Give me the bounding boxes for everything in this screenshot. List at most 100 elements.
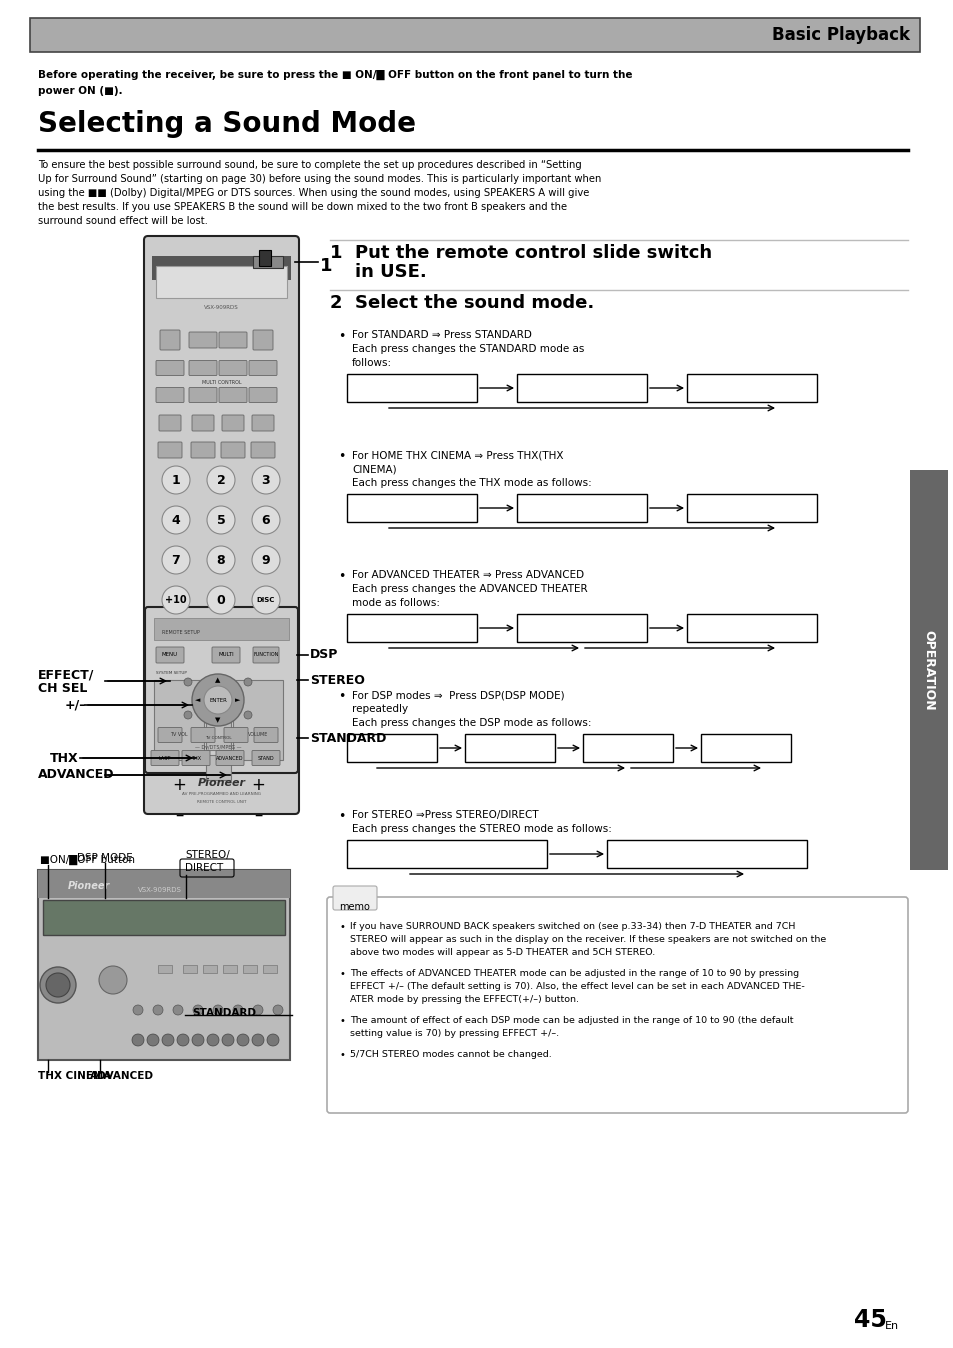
Circle shape [184,710,192,718]
Text: 1  Put the remote control slide switch: 1 Put the remote control slide switch [330,244,711,262]
Bar [686,493,816,522]
Circle shape [233,1006,243,1015]
Text: mode as follows:: mode as follows: [352,599,439,608]
Text: 8: 8 [216,554,225,566]
Text: Each press changes the ADVANCED THEATER: Each press changes the ADVANCED THEATER [352,584,587,594]
Circle shape [192,1034,204,1046]
FancyBboxPatch shape [253,728,277,743]
Text: Selecting a Sound Mode: Selecting a Sound Mode [38,111,416,137]
Bar [606,840,806,868]
Text: Each press changes the STEREO mode as follows:: Each press changes the STEREO mode as fo… [352,824,611,834]
FancyBboxPatch shape [249,360,276,376]
Bar [464,735,555,762]
Text: SYSTEM SETUP: SYSTEM SETUP [156,671,187,675]
Bar [43,900,285,936]
Circle shape [207,506,234,534]
Text: ADVANCED: ADVANCED [90,1072,153,1081]
Text: •: • [338,330,345,342]
Text: VOLUME: VOLUME [248,732,268,737]
Bar [686,373,816,402]
Bar [582,735,672,762]
Bar [909,470,947,869]
Text: 0: 0 [216,593,225,607]
Text: •: • [339,1050,346,1060]
Text: REMOTE SETUP: REMOTE SETUP [162,630,199,635]
Text: 7: 7 [172,554,180,566]
Text: DSP: DSP [310,648,338,662]
Text: STANDARD: STANDARD [310,732,386,744]
Text: MULTI: MULTI [218,652,233,658]
Text: 9: 9 [261,554,270,566]
Text: LAST: LAST [158,755,171,760]
Text: 3: 3 [261,473,270,487]
Circle shape [267,1034,278,1046]
Text: CH SEL: CH SEL [38,682,88,694]
Text: The amount of effect of each DSP mode can be adjusted in the range of 10 to 90 (: The amount of effect of each DSP mode ca… [350,1016,793,1024]
Circle shape [40,967,76,1003]
Circle shape [192,674,244,727]
FancyBboxPatch shape [333,886,376,910]
Circle shape [46,973,70,998]
Text: STEREO will appear as such in the display on the receiver. If these speakers are: STEREO will appear as such in the displa… [350,936,825,944]
Bar [206,714,231,749]
FancyBboxPatch shape [252,415,274,431]
Bar [152,256,291,280]
Circle shape [193,1006,203,1015]
Bar [38,869,290,1060]
Text: +10: +10 [165,594,187,605]
Text: Pioneer: Pioneer [68,882,111,891]
Text: — Dv/DTS/MPEG —: — Dv/DTS/MPEG — [194,744,241,749]
Circle shape [147,1034,159,1046]
FancyBboxPatch shape [251,442,274,458]
Text: ADVANCED: ADVANCED [216,755,244,760]
FancyBboxPatch shape [253,330,273,350]
FancyBboxPatch shape [327,896,907,1113]
FancyBboxPatch shape [192,415,213,431]
Bar [156,266,287,298]
Text: THX CINEMA: THX CINEMA [38,1072,112,1081]
Text: Up for Surround Sound” (starting on page 30) before using the sound modes. This : Up for Surround Sound” (starting on page… [38,174,600,183]
Text: 45: 45 [853,1308,886,1332]
Circle shape [162,1034,173,1046]
Text: +: + [251,776,265,794]
Text: EFFECT +/– (The default setting is 70). Also, the effect level can be set in eac: EFFECT +/– (The default setting is 70). … [350,981,804,991]
Text: MULTI CONTROL: MULTI CONTROL [201,380,241,386]
Circle shape [222,1034,233,1046]
Text: REMOTE CONTROL UNIT: REMOTE CONTROL UNIT [196,799,246,803]
FancyBboxPatch shape [156,647,184,663]
FancyBboxPatch shape [182,751,210,766]
Text: –: – [174,806,183,824]
FancyBboxPatch shape [219,387,247,403]
Text: For ADVANCED THEATER ⇒ Press ADVANCED: For ADVANCED THEATER ⇒ Press ADVANCED [352,570,583,580]
Bar [517,373,646,402]
Text: For HOME THX CINEMA ⇒ Press THX(THX: For HOME THX CINEMA ⇒ Press THX(THX [352,450,563,460]
Text: VSX-909RDS: VSX-909RDS [138,887,182,892]
Text: The effects of ADVANCED THEATER mode can be adjusted in the range of 10 to 90 by: The effects of ADVANCED THEATER mode can… [350,969,799,979]
Text: •: • [338,450,345,462]
Circle shape [99,967,127,993]
Text: TV CONTROL: TV CONTROL [205,736,231,740]
Text: For DSP modes ⇒  Press DSP(DSP MODE): For DSP modes ⇒ Press DSP(DSP MODE) [352,690,564,700]
FancyBboxPatch shape [224,728,248,743]
Text: 6: 6 [261,514,270,527]
Bar [700,735,790,762]
FancyBboxPatch shape [156,360,184,376]
FancyBboxPatch shape [189,387,216,403]
Text: Each press changes the STANDARD mode as: Each press changes the STANDARD mode as [352,344,584,355]
Bar [223,965,236,973]
Bar [347,493,476,522]
Text: MENU: MENU [162,652,178,658]
Text: setting value is 70) by pressing EFFECT +/–.: setting value is 70) by pressing EFFECT … [350,1029,558,1038]
Text: in USE.: in USE. [330,263,426,280]
Text: •: • [339,922,346,931]
Circle shape [244,710,252,718]
Text: STEREO: STEREO [310,674,364,686]
Text: THX: THX [50,751,78,764]
Text: the best results. If you use SPEAKERS B the sound will be down mixed to the two : the best results. If you use SPEAKERS B … [38,202,566,212]
Circle shape [132,1006,143,1015]
Text: 5: 5 [216,514,225,527]
Text: TV VOL: TV VOL [170,732,188,737]
Circle shape [236,1034,249,1046]
Text: above two modes will appear as 5-D THEATER and 5CH STEREO.: above two modes will appear as 5-D THEAT… [350,948,655,957]
Text: ▲: ▲ [215,677,220,683]
